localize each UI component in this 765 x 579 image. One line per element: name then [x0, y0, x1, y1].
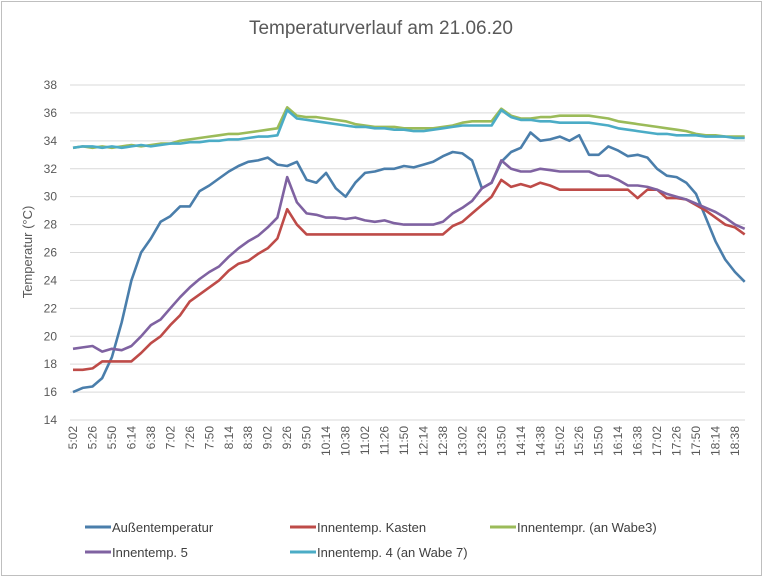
y-tick-label: 36: [44, 106, 58, 120]
x-tick-label: 18:14: [709, 426, 723, 456]
series-line: [73, 178, 746, 372]
x-tick-label: 9:02: [261, 426, 275, 450]
x-tick-label: 8:14: [222, 426, 236, 450]
y-tick-label: 30: [44, 190, 58, 204]
x-tick-label: 6:38: [144, 426, 158, 450]
legend-label: Innentemp. Kasten: [317, 520, 426, 535]
series-line: [72, 108, 745, 150]
y-tick-label: 24: [44, 273, 58, 287]
legend-label: Innentemp. 4 (an Wabe 7): [317, 545, 468, 560]
x-tick-label: 7:02: [163, 426, 177, 450]
y-tick-label: 28: [44, 218, 58, 232]
x-tick-label: 17:26: [670, 426, 684, 456]
legend-label: Außentemperatur: [112, 520, 214, 535]
legend-label: Innentempr. (an Wabe3): [517, 520, 657, 535]
x-tick-label: 15:26: [572, 426, 586, 456]
x-tick-label: 5:26: [85, 426, 99, 450]
x-tick-label: 10:38: [339, 426, 353, 456]
x-tick-label: 11:50: [397, 426, 411, 455]
y-tick-label: 22: [44, 301, 58, 315]
x-tick-label: 7:26: [183, 426, 197, 450]
y-tick-label: 18: [44, 357, 58, 371]
x-tick-label: 10:14: [319, 426, 333, 456]
y-axis-title: Temperatur (°C): [20, 206, 35, 299]
x-tick-label: 12:14: [416, 426, 430, 456]
series-line: [72, 106, 745, 150]
x-tick-label: 9:26: [280, 426, 294, 450]
legend-label: Innentemp. 5: [112, 545, 188, 560]
x-tick-label: 14:14: [514, 426, 528, 456]
x-tick-label: 17:50: [689, 426, 703, 456]
x-tick-label: 5:02: [66, 426, 80, 450]
y-tick-label: 14: [44, 413, 58, 427]
chart-title: Temperaturverlauf am 21.06.20: [249, 18, 513, 39]
x-tick-label: 11:26: [378, 426, 392, 455]
x-tick-label: 13:50: [494, 426, 508, 456]
y-tick-label: 16: [44, 385, 58, 399]
x-tick-label: 5:50: [105, 426, 119, 450]
x-tick-label: 14:38: [533, 426, 547, 456]
y-tick-label: 26: [44, 246, 58, 260]
y-tick-label: 32: [44, 162, 58, 176]
y-tick-label: 34: [44, 134, 58, 148]
x-tick-label: 7:50: [202, 426, 216, 450]
x-tick-label: 16:14: [611, 426, 625, 456]
x-tick-label: 11:02: [358, 426, 372, 455]
series-line: [72, 131, 746, 394]
x-tick-label: 13:26: [475, 426, 489, 456]
x-tick-label: 17:02: [650, 426, 664, 456]
y-tick-label: 20: [44, 329, 58, 343]
x-tick-label: 8:38: [241, 426, 255, 450]
x-tick-label: 13:02: [455, 426, 469, 456]
x-tick-label: 15:50: [592, 426, 606, 456]
x-tick-label: 18:38: [728, 426, 742, 456]
x-tick-label: 15:02: [553, 426, 567, 456]
y-tick-label: 38: [44, 78, 58, 92]
x-tick-label: 9:50: [300, 426, 314, 450]
x-tick-label: 12:38: [436, 426, 450, 456]
series-line: [72, 159, 746, 353]
x-tick-label: 16:38: [631, 426, 645, 456]
x-tick-label: 6:14: [124, 426, 138, 450]
